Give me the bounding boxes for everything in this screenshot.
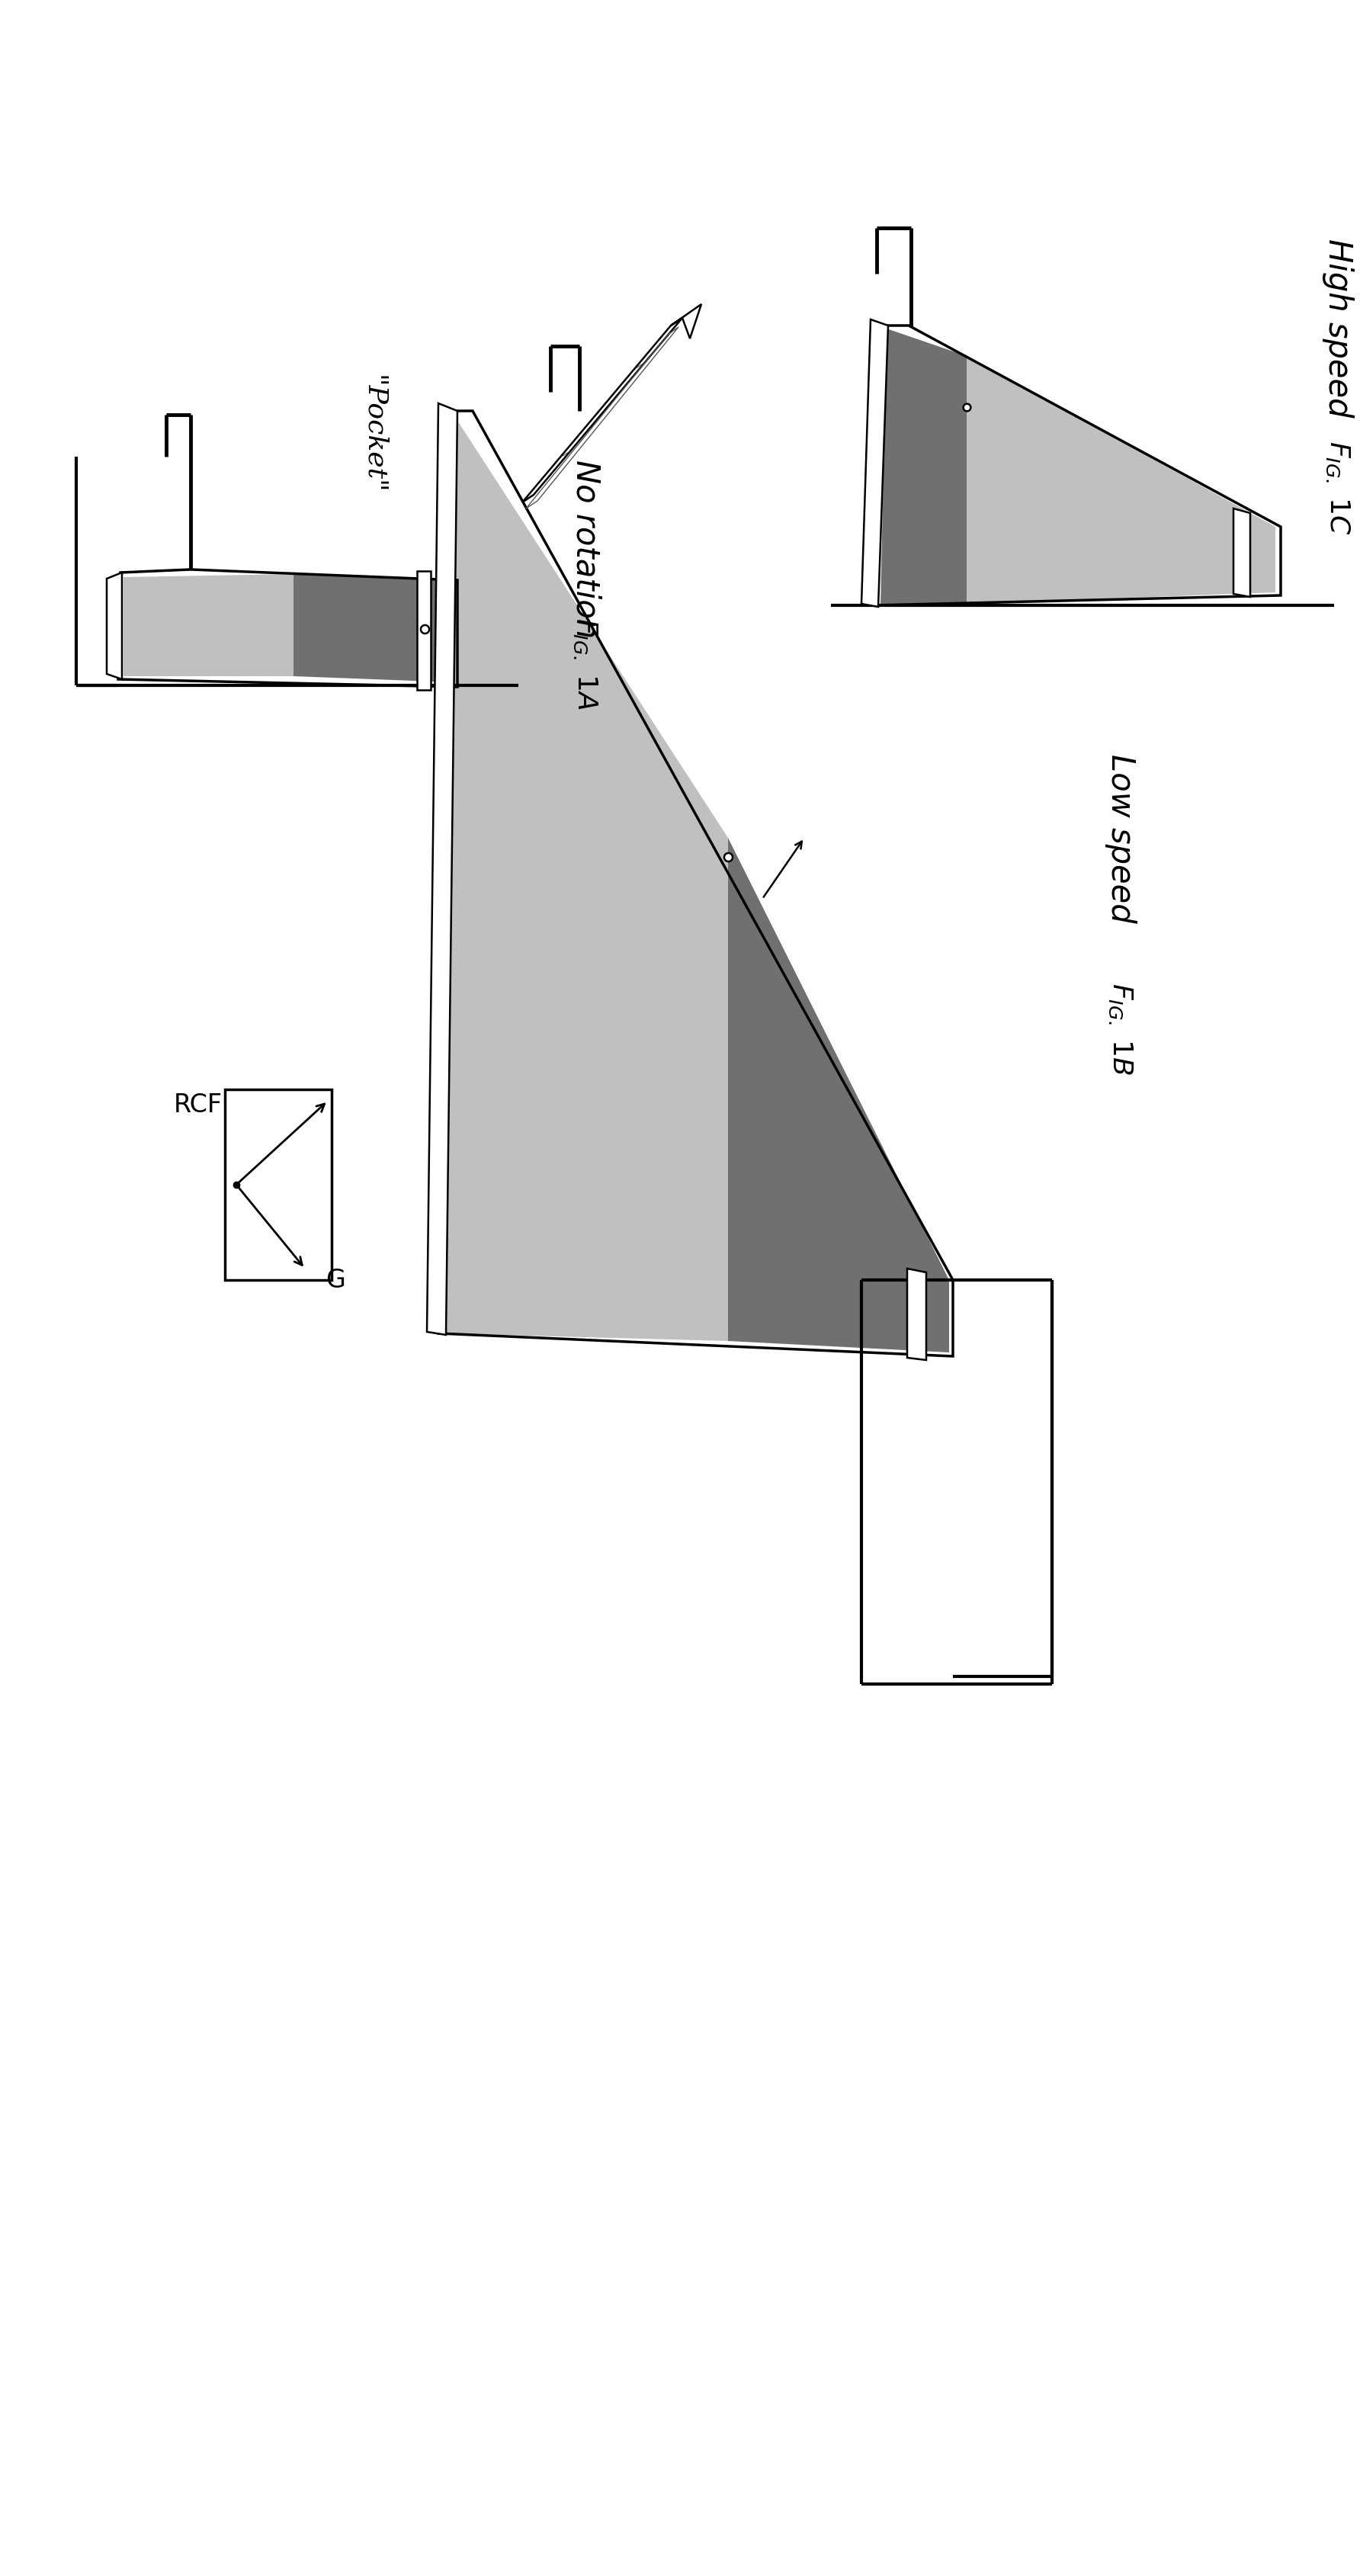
- Polygon shape: [418, 572, 431, 690]
- Polygon shape: [294, 574, 454, 683]
- Text: No rotation: No rotation: [570, 459, 601, 639]
- Polygon shape: [442, 415, 728, 1342]
- Text: High speed: High speed: [1322, 240, 1355, 417]
- Polygon shape: [880, 330, 967, 605]
- Text: $\mathit{F}_{IG.}\ \mathit{1A}$: $\mathit{F}_{IG.}\ \mathit{1A}$: [573, 618, 598, 708]
- Polygon shape: [124, 574, 294, 677]
- Polygon shape: [522, 319, 683, 502]
- Polygon shape: [728, 837, 949, 1352]
- Polygon shape: [967, 355, 1276, 605]
- Text: $\mathit{F}_{IG.}\ \mathit{1C}$: $\mathit{F}_{IG.}\ \mathit{1C}$: [1325, 440, 1352, 536]
- Polygon shape: [861, 319, 888, 608]
- Polygon shape: [1234, 510, 1250, 598]
- Polygon shape: [106, 572, 122, 680]
- Polygon shape: [224, 1090, 332, 1280]
- Polygon shape: [670, 304, 702, 340]
- Text: Low speed: Low speed: [1104, 755, 1137, 922]
- Text: G: G: [325, 1267, 345, 1293]
- Text: "Pocket": "Pocket": [360, 376, 386, 495]
- Polygon shape: [427, 404, 457, 1334]
- Polygon shape: [907, 1270, 926, 1360]
- Text: $\mathit{F}_{IG.}\ \mathit{1B}$: $\mathit{F}_{IG.}\ \mathit{1B}$: [1107, 981, 1134, 1074]
- Text: RCF: RCF: [174, 1092, 223, 1118]
